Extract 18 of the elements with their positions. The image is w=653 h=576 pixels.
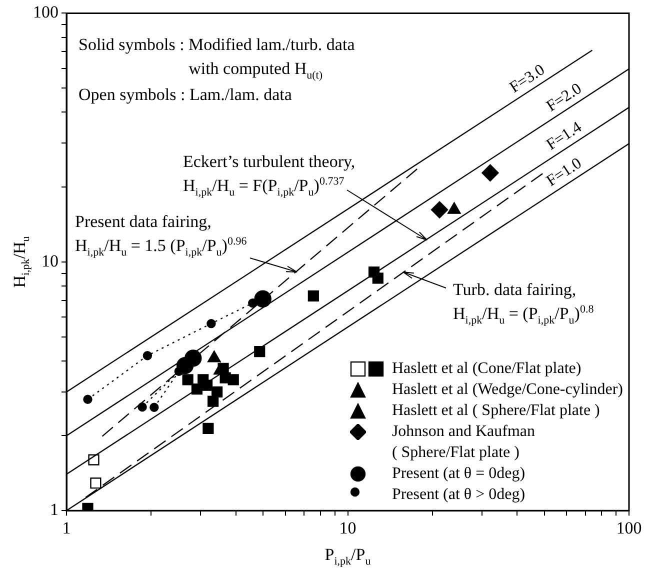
y-tick-label: 1 — [50, 500, 58, 520]
legend-label: Haslett et al (Wedge/Cone-cylinder) — [392, 380, 623, 400]
x-axis-title: P$_{i,pk}$/P$_{u}$ — [324, 544, 371, 567]
y-tick-label: 10 — [42, 251, 58, 270]
text: Eckert’s turbulent theory, H$_{i,pk}$/H$_{u}$ = F(P$_{i,pk}$/P$_{u}$)$^{0.737}$ — [183, 152, 356, 198]
x-tick-label: 1 — [62, 518, 71, 538]
y-tick-label: 100 — [33, 2, 58, 22]
x-tick-label: 100 — [616, 518, 642, 538]
x-tick-label: 10 — [339, 518, 356, 538]
legend-label: Haslett et al (Cone/Flat plate) — [392, 358, 582, 379]
text: Turb. data fairing, H$_{i,pk}$/H$_{u}$ = (P$_{i,pk}$/P$_{u}$)$^{0.8}$ — [453, 280, 594, 326]
legend-label: Haslett et al ( Sphere/Flat plate ) — [392, 400, 600, 421]
text: Present data fairing, H$_{i,pk}$/H$_{u}$ = 1.5 (P$_{i,pk}$/P$_{u}$)$^{0.96}$ — [75, 212, 247, 258]
legend-label: Johnson and Kaufman ( Sphere/Flat plate ) — [392, 422, 536, 463]
annotation: Solid symbols : Modified lam./turb. data with computed H$_{u(t)}$ — [78, 34, 355, 82]
legend-label: Present (at θ > 0deg) — [392, 484, 526, 505]
annotation: Open symbols : Lam./lam. data — [78, 84, 292, 106]
legend-label: Present (at θ = 0deg) — [392, 464, 526, 484]
